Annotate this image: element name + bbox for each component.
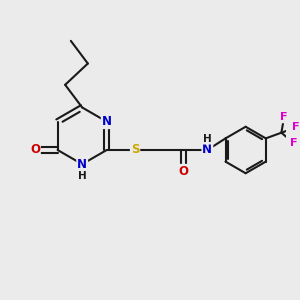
Text: N: N (202, 143, 212, 157)
Text: H: H (78, 171, 86, 181)
Text: F: F (290, 138, 297, 148)
Text: N: N (77, 158, 87, 171)
Text: H: H (203, 134, 212, 144)
Text: F: F (292, 122, 300, 132)
Text: O: O (178, 165, 188, 178)
Text: S: S (131, 143, 139, 157)
Text: F: F (280, 112, 288, 122)
Text: N: N (102, 115, 112, 128)
Text: O: O (30, 143, 40, 157)
